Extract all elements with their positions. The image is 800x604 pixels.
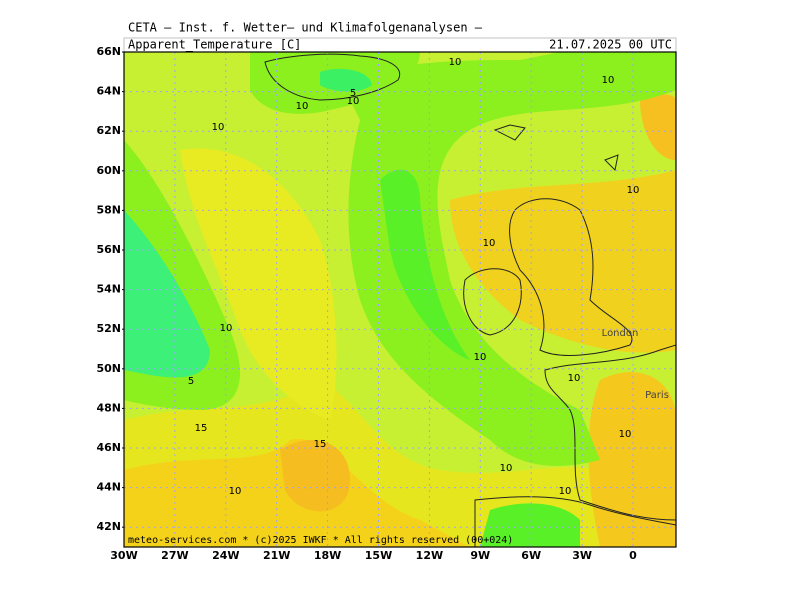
lat-label: 56N — [96, 243, 121, 256]
contour-label: 5 — [188, 376, 194, 387]
contour-label: 10 — [483, 238, 496, 249]
place-label: London — [602, 328, 639, 339]
lat-label: 54N — [96, 283, 121, 296]
lon-label: 30W — [110, 549, 137, 562]
labels: 66N 64N 62N 60N 58N 56N 54N 52N 50N 48N 46N 44N 42N 3… — [96, 45, 668, 562]
grid — [124, 52, 676, 547]
lat-label: 50N — [96, 362, 121, 375]
lon-label: 18W — [314, 549, 341, 562]
coastline-ireland — [463, 268, 522, 336]
lat-label: 62N — [96, 124, 121, 137]
lon-label: 6W — [521, 549, 541, 562]
cool-band — [340, 52, 676, 466]
contour-label: 10 — [347, 96, 360, 107]
lon-label: 3W — [572, 549, 592, 562]
cool-core — [380, 169, 470, 360]
contour-label: 10 — [296, 101, 309, 112]
lon-label: 9W — [470, 549, 490, 562]
contour-label: 15 — [195, 423, 208, 434]
contour-label: 10 — [500, 463, 513, 474]
contour-label: 10 — [229, 486, 242, 497]
lon-label: 12W — [416, 549, 443, 562]
lon-label: 21W — [263, 549, 290, 562]
coastline-iceland — [264, 53, 401, 101]
lat-label: 58N — [96, 203, 121, 216]
warm-zone — [450, 170, 676, 353]
lon-label: 15W — [365, 549, 392, 562]
contour-label: 10 — [449, 57, 462, 68]
cool-core — [124, 210, 210, 378]
contour-label: 10 — [474, 352, 487, 363]
map-frame — [123, 51, 677, 548]
warm-zone — [180, 148, 337, 420]
cool-core — [480, 503, 580, 547]
warm-zone — [588, 372, 676, 547]
lat-label: 44N — [96, 481, 121, 494]
lat-label: 66N — [96, 45, 121, 58]
footer: meteo-services.com * (c)2025 IWKF * All … — [128, 535, 513, 546]
coastline-iberia — [474, 496, 676, 547]
lon-label: 0 — [629, 549, 637, 562]
contour-label: 10 — [627, 185, 640, 196]
lon-label: 27W — [161, 549, 188, 562]
warm-zone — [640, 94, 676, 160]
lon-label: 24W — [212, 549, 239, 562]
lat-label: 64N — [96, 85, 121, 98]
lat-label: 46N — [96, 441, 121, 454]
lat-label: 48N — [96, 401, 121, 414]
contour-label: 15 — [314, 439, 327, 450]
lat-label: 42N — [96, 520, 121, 533]
contour-label: 5 — [350, 88, 356, 99]
contour-label: 10 — [568, 373, 581, 384]
warm-zone — [280, 440, 350, 512]
contour-label: 10 — [559, 486, 572, 497]
coastline-france — [544, 344, 676, 521]
place-label: Paris — [645, 390, 669, 401]
coastline-islands — [493, 124, 619, 172]
date-title: 21.07.2025 00 UTC — [549, 38, 672, 52]
field — [124, 52, 676, 547]
lat-label: 52N — [96, 322, 121, 335]
contour-label: 10 — [619, 429, 632, 440]
source-title: CETA — Inst. f. Wetter— und Klimafolgena… — [128, 21, 483, 35]
contour-label: 10 — [212, 122, 225, 133]
cool-core — [320, 68, 372, 92]
contour-label: 10 — [602, 75, 615, 86]
contour-label: 10 — [220, 323, 233, 334]
lat-label: 60N — [96, 164, 121, 177]
variable-title: Apparent_Temperature [C] — [128, 38, 301, 52]
